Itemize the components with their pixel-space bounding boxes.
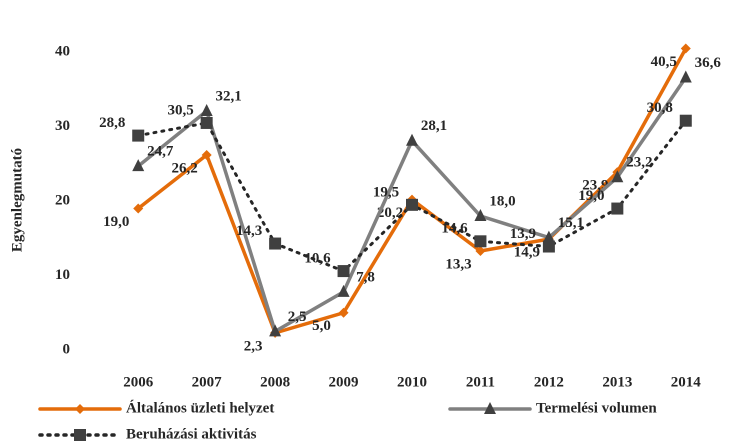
point: [269, 324, 282, 337]
point: [542, 240, 555, 253]
data-label: 24,7: [147, 144, 174, 160]
point: [474, 235, 487, 248]
data-label: 19,0: [103, 214, 129, 230]
x-tick-label: 2011: [466, 374, 495, 390]
point: [542, 230, 555, 243]
point: [337, 265, 350, 278]
point: [484, 402, 496, 414]
data-label: 13,3: [445, 256, 471, 272]
data-label: 40,5: [651, 54, 677, 70]
data-label: 30,8: [647, 100, 673, 116]
x-tick-label: 2006: [123, 374, 154, 390]
point: [201, 149, 212, 160]
data-label: 26,2: [172, 160, 198, 176]
data-label: 28,8: [99, 115, 125, 131]
point: [200, 116, 213, 129]
point: [679, 70, 692, 83]
point: [475, 245, 486, 256]
x-tick-label: 2007: [192, 374, 223, 390]
point: [406, 198, 418, 211]
data-label: 5,0: [312, 318, 331, 334]
point: [337, 284, 350, 297]
y-tick-label: 30: [55, 118, 70, 134]
data-label: 23,2: [626, 155, 652, 171]
data-label: 32,1: [216, 88, 242, 104]
data-label: 19,5: [373, 184, 399, 200]
data-label: 19,0: [578, 188, 604, 204]
data-label: 14,3: [236, 223, 262, 239]
data-label: 2,5: [288, 309, 307, 325]
y-tick-label: 40: [55, 44, 70, 60]
data-label: 18,0: [489, 193, 515, 209]
data-label: 14,9: [514, 245, 540, 261]
x-tick-label: 2009: [329, 374, 359, 390]
y-axis-title: Egyenlegmutató: [9, 148, 25, 252]
data-label: 36,6: [695, 55, 722, 71]
data-label: 30,5: [168, 102, 194, 118]
x-tick-label: 2012: [534, 374, 564, 390]
point: [200, 104, 213, 117]
y-tick-label: 10: [55, 267, 70, 283]
data-label: 13,9: [510, 226, 536, 242]
x-tick-label: 2010: [397, 374, 427, 390]
point: [132, 129, 145, 142]
data-label: 28,1: [421, 118, 447, 134]
point: [74, 429, 86, 441]
legend-label: Általános üzleti helyzet: [126, 399, 274, 416]
point: [75, 404, 85, 414]
data-label: 2,3: [244, 338, 263, 354]
y-tick-label: 20: [55, 193, 70, 209]
point: [338, 307, 349, 318]
point: [132, 159, 145, 172]
point: [406, 133, 418, 146]
x-tick-label: 2013: [602, 374, 632, 390]
legend-label: Termelési volumen: [536, 400, 657, 416]
point: [133, 203, 144, 214]
y-tick-label: 0: [63, 341, 71, 357]
point: [611, 170, 624, 183]
point: [611, 202, 624, 215]
data-label: 20,2: [377, 205, 403, 221]
data-label: 7,8: [356, 269, 375, 285]
data-label: 14,6: [441, 221, 468, 237]
point: [679, 114, 692, 127]
point: [474, 209, 487, 221]
x-tick-label: 2008: [260, 374, 290, 390]
point: [269, 237, 282, 250]
data-label: 15,1: [558, 215, 584, 231]
point: [680, 43, 691, 54]
legend-label: Beruházási aktivitás: [126, 426, 257, 442]
x-tick-label: 2014: [671, 374, 702, 390]
data-label: 10,6: [304, 251, 331, 267]
